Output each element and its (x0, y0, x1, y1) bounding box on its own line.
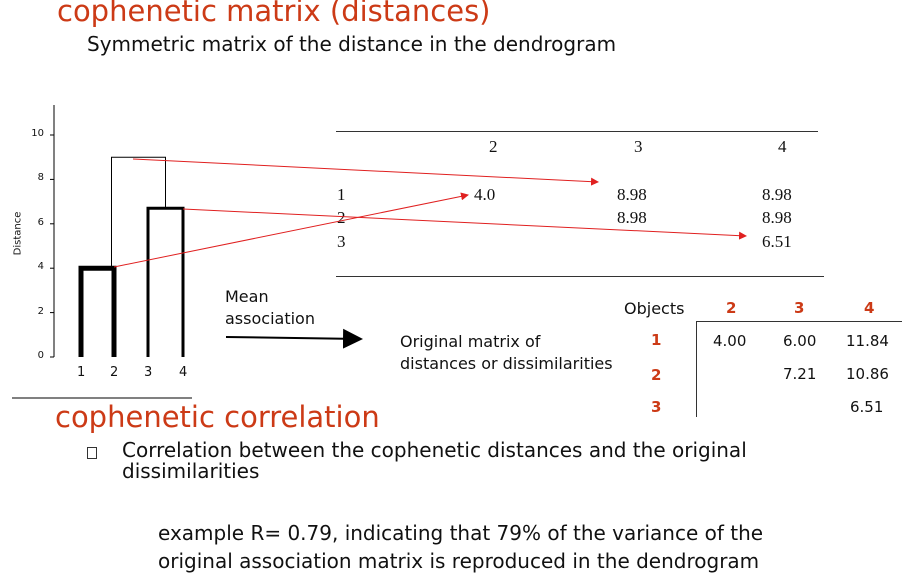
y-tick-label: 2 (37, 305, 44, 317)
arrow-12-merge-to-4.0 (113, 192, 469, 268)
original-cell: 11.84 (846, 332, 889, 350)
cophenetic-cell: 8.98 (762, 208, 792, 227)
dendrogram (0, 0, 192, 399)
original-cell: 6.00 (783, 332, 817, 350)
mean-association-label: Mean association (225, 287, 315, 328)
y-tick-label: 6 (37, 216, 44, 228)
dendrogram-branches (78, 156, 185, 357)
cophenetic-cell: 8.98 (617, 185, 647, 204)
bullet-text: Correlation between the cophenetic dista… (122, 438, 747, 483)
cophenetic-cell: 6.51 (762, 232, 792, 251)
cophenetic-rule-top (336, 131, 818, 132)
y-tick-label: 0 (37, 350, 44, 361)
original-row-header: 3 (651, 398, 662, 416)
merge-1-2 (78, 265, 117, 357)
y-tick-label: 10 (31, 128, 44, 139)
original-cell: 10.86 (846, 365, 889, 383)
section-title: cophenetic correlation (55, 400, 380, 434)
original-col-header: 3 (794, 299, 805, 317)
cophenetic-row-header: 1 (337, 185, 346, 204)
original-row-header: 2 (651, 366, 662, 384)
original-cell: 4.00 (713, 332, 747, 350)
y-tick-label: 8 (37, 172, 44, 184)
example-line-2: original association matrix is reproduce… (158, 549, 760, 573)
leaf-label: 2 (110, 365, 119, 380)
original-cell: 6.51 (850, 398, 884, 416)
original-table-hline (696, 321, 902, 322)
arrow-34-merge-to-6.51 (182, 208, 747, 240)
cophenetic-cell: 4.0 (474, 185, 496, 204)
leaf-label: 3 (144, 365, 153, 380)
y-tick-label: 4 (37, 261, 44, 273)
page-subtitle: Symmetric matrix of the distance in the … (87, 32, 617, 56)
original-table-vline (696, 321, 697, 417)
cophenetic-col-header: 4 (778, 137, 787, 156)
original-cell: 7.21 (783, 365, 817, 383)
example-line-1: example R= 0.79, indicating that 79% of … (158, 521, 764, 545)
original-col-header: 4 (864, 299, 875, 317)
leaf-label: 4 (179, 365, 188, 380)
original-row-header: 1 (651, 331, 662, 349)
cophenetic-row-header: 3 (337, 232, 346, 251)
objects-header: Objects (624, 299, 685, 318)
cophenetic-cell: 8.98 (617, 208, 647, 227)
original-matrix-label: Original matrix of distances or dissimil… (400, 332, 613, 373)
cophenetic-cell: 8.98 (762, 185, 792, 204)
cophenetic-rule-bottom (336, 276, 824, 277)
page-title: cophenetic matrix (distances) (57, 0, 491, 28)
original-col-header: 2 (726, 299, 737, 317)
arrow-top-merge-to-8.98 (132, 158, 599, 186)
hollow-square-bullet-icon (87, 447, 97, 459)
mean-association-arrow (225, 328, 363, 349)
cophenetic-row-header: 2 (337, 208, 346, 227)
leaf-label: 1 (77, 365, 86, 380)
cophenetic-col-header: 2 (489, 137, 498, 156)
cophenetic-col-header: 3 (634, 137, 643, 156)
dendrogram-axis (50, 105, 55, 358)
merge-12-34 (111, 156, 166, 269)
